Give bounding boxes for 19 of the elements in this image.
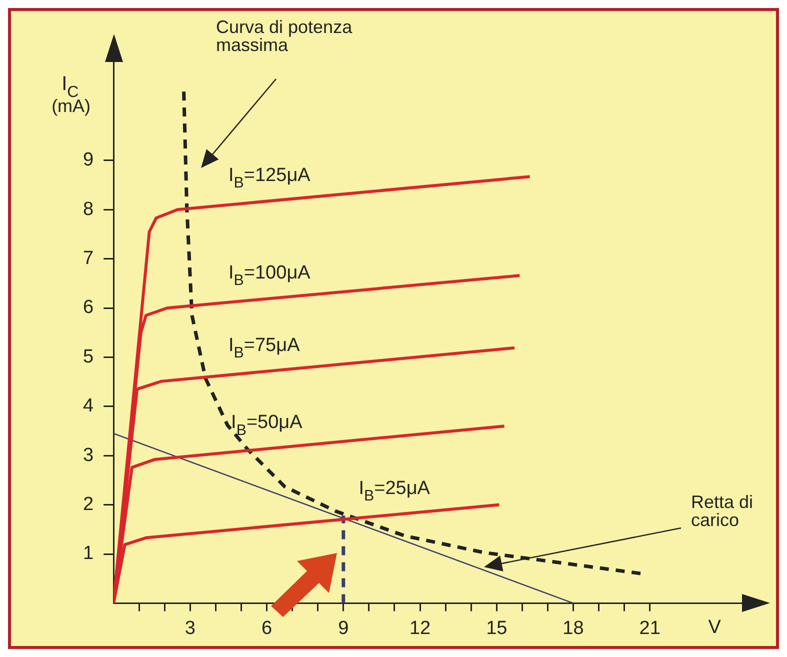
y-tick-label: 2 bbox=[82, 494, 94, 516]
x-tick-label: 3 bbox=[184, 618, 196, 639]
x-axis-title: V bbox=[708, 617, 722, 638]
y-tick-label: 1 bbox=[82, 543, 94, 564]
x-tick-label: 9 bbox=[338, 618, 349, 639]
x-tick-label: 15 bbox=[486, 618, 508, 639]
y-tick-label: 7 bbox=[82, 248, 94, 270]
y-tick-label: 3 bbox=[82, 444, 94, 466]
x-tick-label: 21 bbox=[639, 618, 660, 639]
y-tick-label: 5 bbox=[82, 346, 94, 368]
y-tick-label: 9 bbox=[82, 150, 94, 171]
y-tick-label: 8 bbox=[82, 198, 94, 220]
y-tick-label: 4 bbox=[82, 396, 94, 417]
y-tick-label: 6 bbox=[82, 297, 94, 318]
x-tick-label: 6 bbox=[262, 618, 272, 639]
x-tick-label: 12 bbox=[409, 618, 431, 639]
x-tick-label: 18 bbox=[562, 618, 584, 639]
annotation: Retta di carico bbox=[691, 492, 754, 530]
text: Curva di potenza massima bbox=[216, 17, 354, 55]
